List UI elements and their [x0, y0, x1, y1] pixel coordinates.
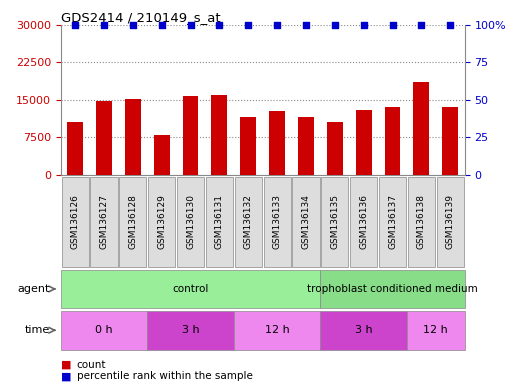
Bar [413, 82, 429, 175]
Text: 3 h: 3 h [355, 325, 372, 335]
Point [71, 22, 79, 28]
Bar [154, 135, 169, 175]
Text: GSM136137: GSM136137 [388, 194, 397, 249]
Text: ■: ■ [61, 360, 71, 370]
Point [388, 22, 397, 28]
Text: GSM136127: GSM136127 [99, 194, 108, 249]
Bar [96, 101, 112, 175]
FancyBboxPatch shape [61, 311, 147, 350]
FancyBboxPatch shape [90, 177, 118, 267]
Text: GDS2414 / 210149_s_at: GDS2414 / 210149_s_at [61, 11, 220, 24]
Text: 12 h: 12 h [423, 325, 448, 335]
FancyBboxPatch shape [234, 177, 262, 267]
Bar [442, 107, 458, 175]
Text: GSM136128: GSM136128 [128, 194, 137, 249]
Text: GSM136130: GSM136130 [186, 194, 195, 249]
Point [331, 22, 339, 28]
Text: GSM136136: GSM136136 [359, 194, 368, 249]
Text: GSM136131: GSM136131 [215, 194, 224, 249]
FancyBboxPatch shape [119, 177, 146, 267]
FancyBboxPatch shape [293, 177, 319, 267]
FancyBboxPatch shape [350, 177, 377, 267]
Text: GSM136139: GSM136139 [446, 194, 455, 249]
FancyBboxPatch shape [62, 177, 89, 267]
Text: 0 h: 0 h [95, 325, 113, 335]
Text: agent: agent [18, 284, 50, 294]
Text: GSM136129: GSM136129 [157, 194, 166, 249]
Text: trophoblast conditioned medium: trophoblast conditioned medium [307, 284, 478, 294]
Text: GSM136138: GSM136138 [417, 194, 426, 249]
Point [417, 22, 426, 28]
Point [215, 22, 224, 28]
Point [157, 22, 166, 28]
FancyBboxPatch shape [206, 177, 233, 267]
Bar [384, 107, 400, 175]
FancyBboxPatch shape [263, 177, 291, 267]
Point [244, 22, 252, 28]
Text: control: control [172, 284, 209, 294]
FancyBboxPatch shape [407, 311, 465, 350]
Bar [269, 111, 285, 175]
Bar [327, 122, 343, 175]
Text: GSM136135: GSM136135 [331, 194, 340, 249]
Point [100, 22, 108, 28]
Bar [125, 99, 141, 175]
Text: count: count [77, 360, 106, 370]
FancyBboxPatch shape [379, 177, 406, 267]
Text: 3 h: 3 h [182, 325, 200, 335]
FancyBboxPatch shape [437, 177, 464, 267]
Point [446, 22, 455, 28]
Text: 12 h: 12 h [265, 325, 289, 335]
Point [186, 22, 195, 28]
Bar [298, 117, 314, 175]
Bar [240, 117, 256, 175]
Text: GSM136133: GSM136133 [272, 194, 281, 249]
FancyBboxPatch shape [321, 177, 348, 267]
Text: GSM136126: GSM136126 [71, 194, 80, 249]
Text: GSM136132: GSM136132 [244, 194, 253, 249]
FancyBboxPatch shape [177, 177, 204, 267]
FancyBboxPatch shape [234, 311, 320, 350]
Text: ■: ■ [61, 371, 71, 381]
FancyBboxPatch shape [320, 270, 465, 308]
Text: GSM136134: GSM136134 [301, 194, 310, 249]
Point [360, 22, 368, 28]
FancyBboxPatch shape [147, 311, 234, 350]
FancyBboxPatch shape [61, 270, 320, 308]
Bar [67, 122, 83, 175]
Point [301, 22, 310, 28]
Bar [183, 96, 199, 175]
Point [129, 22, 137, 28]
Bar [356, 110, 372, 175]
Point [273, 22, 281, 28]
FancyBboxPatch shape [408, 177, 435, 267]
Text: percentile rank within the sample: percentile rank within the sample [77, 371, 252, 381]
FancyBboxPatch shape [148, 177, 175, 267]
Text: time: time [25, 325, 50, 335]
FancyBboxPatch shape [320, 311, 407, 350]
Bar [212, 95, 228, 175]
